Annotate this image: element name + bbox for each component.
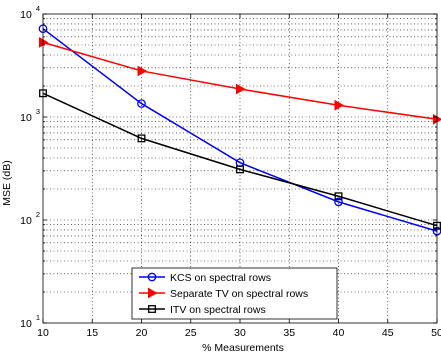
- axes: [42, 13, 438, 324]
- data-point-square: [236, 165, 244, 174]
- y-axis-label: MSE (dB): [1, 160, 13, 206]
- y-tick-exponent: 1: [36, 313, 40, 322]
- x-tick-label: 10: [37, 327, 49, 339]
- data-point-square: [334, 192, 343, 201]
- x-tick-label: 35: [283, 327, 295, 339]
- legend-entry-label: Separate TV on spectral rows: [170, 288, 308, 300]
- x-tick-label: 30: [234, 327, 246, 339]
- data-point-circle: [334, 197, 343, 207]
- series-line: [42, 92, 438, 227]
- data-point-triangle: [334, 99, 345, 111]
- series-group: [38, 24, 441, 236]
- y-tick-label: 10: [20, 112, 32, 124]
- y-tick-exponent: 3: [36, 107, 40, 116]
- data-point-triangle: [148, 287, 158, 299]
- series-2: [39, 37, 441, 125]
- data-point-circle: [137, 99, 146, 108]
- data-point-circle: [147, 272, 157, 282]
- legend-entry-label: ITV on spectral rows: [170, 304, 266, 316]
- legend-entry-label: KCS on spectral rows: [170, 272, 271, 284]
- legend-box: [131, 267, 338, 320]
- x-tick-label: 15: [86, 327, 98, 339]
- x-tick-label: 20: [136, 327, 148, 339]
- y-tick-label: 10: [20, 318, 32, 330]
- tick-labels: 10 15 20 25 30 35 40 45 50 10 1 10 2 10 3 10 4: [20, 4, 441, 339]
- x-axis-label: % Measurements: [202, 342, 284, 353]
- data-point-triangle: [137, 65, 148, 77]
- y-tick-exponent: 4: [36, 4, 40, 13]
- y-tick-label: 10: [20, 9, 32, 21]
- y-tick-label: 10: [20, 215, 32, 227]
- data-point-triangle: [236, 83, 246, 95]
- x-tick-label: 45: [382, 327, 394, 339]
- y-tick-exponent: 2: [36, 210, 40, 219]
- data-point-square: [137, 134, 146, 143]
- x-tick-label: 50: [431, 327, 441, 339]
- series-line: [42, 28, 438, 232]
- legend: KCS on spectral rows Separate TV on spect…: [131, 267, 338, 320]
- data-point-square: [148, 305, 156, 313]
- x-tick-label: 40: [333, 327, 345, 339]
- x-tick-label: 25: [185, 327, 197, 339]
